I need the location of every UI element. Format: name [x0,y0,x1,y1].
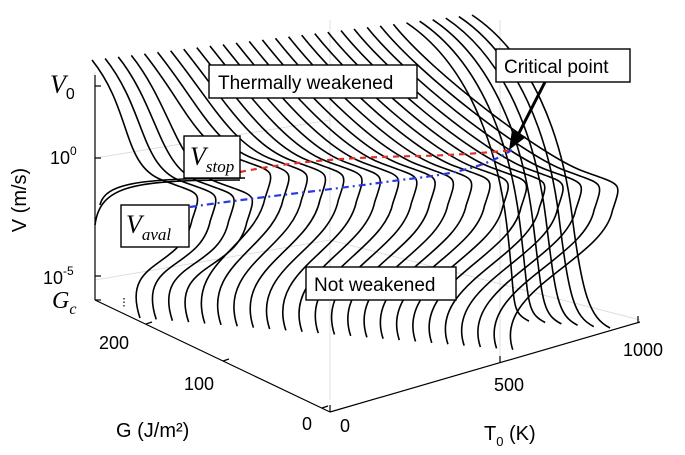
surface-curve [445,17,578,326]
surface-curve [379,25,601,349]
surface-curve [183,48,327,328]
critical-point-arrow [509,81,547,150]
thermally-weakened-box: Thermally weakened [208,64,418,99]
surface-curve [156,51,290,326]
surface-curve [104,57,217,320]
surface-curve [117,56,235,322]
t-axis-line [329,321,641,413]
svg-text:Critical point: Critical point [504,57,609,78]
surface-curve [196,47,345,330]
not-weakened-box: Not weakened [305,266,457,301]
svg-text:Vaval: Vaval [126,210,171,244]
surface-curve [94,179,241,226]
v-stop-line [239,148,513,174]
surface-curve [340,30,546,345]
svg-text:Not weakened: Not weakened [314,275,435,296]
svg-text:Thermally weakened: Thermally weakened [218,73,393,94]
ten-pow-minus5-tick-label: 10-5 [43,264,74,288]
surface-curve [419,20,546,324]
g-tick-100: 100 [184,374,214,394]
t-tick-500: 500 [494,375,524,395]
surface-curve [406,22,530,322]
g-axis-label: G (J/m²) [116,420,189,442]
g-tick-200: 200 [99,333,129,353]
v-aval-line [189,149,513,209]
t-axis-label: T0 (K) [484,423,536,449]
gc-tick-label: Gc [52,288,76,318]
v-aval-box: Vaval [120,204,190,248]
surface-curve [143,53,272,324]
t-tick-1000: 1000 [623,340,663,360]
surface-curve [432,18,562,325]
surface-curve [392,23,619,350]
surface-curve [366,26,583,348]
v0-tick-label: V0 [50,70,75,103]
v-axis-label: V (m/s) [9,168,31,232]
surface-curve [209,45,363,331]
surface-curve [91,59,199,319]
g-axis-line [94,299,331,413]
t-tick-0: 0 [340,416,350,436]
surface-curve [169,50,309,327]
surface-curve [353,28,564,346]
svg-text:Vstop: Vstop [190,142,234,176]
g-tick-0: 0 [302,414,312,434]
critical-point-box: Critical point [495,48,631,83]
ten-pow-0-tick-label: 100 [50,144,77,168]
v-stop-box: Vstop [183,135,241,179]
axes [94,75,641,413]
